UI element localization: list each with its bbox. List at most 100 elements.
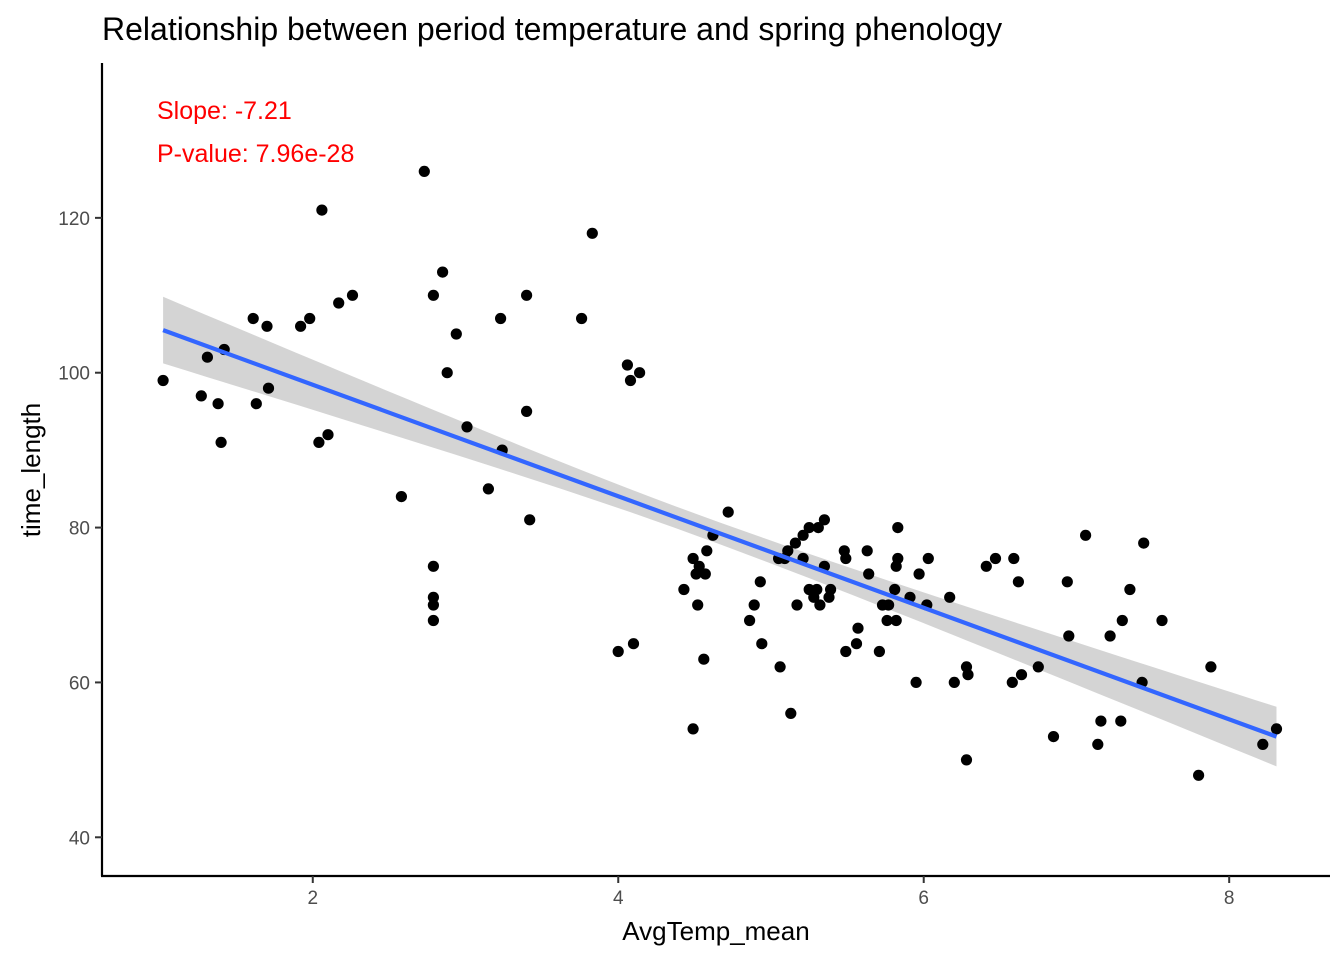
- data-point: [322, 429, 334, 441]
- data-point: [316, 204, 328, 216]
- data-point: [883, 599, 895, 611]
- data-point: [1104, 630, 1116, 642]
- data-point: [782, 545, 794, 557]
- data-point: [811, 583, 823, 596]
- data-point: [825, 583, 837, 596]
- data-point: [890, 614, 902, 627]
- data-point: [892, 522, 904, 534]
- data-point: [450, 328, 462, 340]
- data-point: [427, 560, 439, 572]
- data-point: [1063, 630, 1075, 642]
- data-point: [247, 312, 259, 325]
- data-point: [754, 576, 766, 588]
- data-point: [624, 374, 637, 387]
- points-layer: [157, 165, 1283, 781]
- data-point: [678, 583, 690, 596]
- data-point: [701, 545, 713, 557]
- data-point: [1193, 769, 1205, 781]
- data-point: [621, 359, 634, 371]
- data-point: [756, 638, 768, 650]
- data-point: [1061, 576, 1073, 588]
- data-point: [262, 382, 275, 394]
- data-point: [1115, 715, 1127, 727]
- data-point: [157, 374, 169, 387]
- data-point: [814, 599, 826, 611]
- data-point: [521, 405, 533, 417]
- x-axis-ticks: 2 4 6 8: [307, 876, 1234, 909]
- data-point: [346, 289, 359, 301]
- data-point: [693, 560, 705, 572]
- data-point: [1012, 576, 1024, 588]
- p-value-annotation: P-value: 7.96e-28: [157, 140, 354, 168]
- data-point: [1205, 661, 1217, 673]
- y-axis-ticks: 40 60 80 100 120: [58, 209, 102, 849]
- data-point: [427, 599, 439, 611]
- data-point: [873, 645, 886, 658]
- data-point: [250, 398, 262, 410]
- data-point: [812, 522, 824, 534]
- data-point: [889, 583, 901, 596]
- data-point: [1270, 723, 1283, 735]
- data-point: [215, 436, 227, 448]
- data-point: [521, 289, 533, 301]
- data-point: [687, 552, 699, 565]
- data-point: [261, 320, 273, 332]
- data-point: [840, 552, 852, 565]
- data-point: [803, 522, 815, 534]
- data-point: [910, 676, 922, 689]
- x-axis-title: AvgTemp_mean: [622, 916, 809, 946]
- data-point: [427, 591, 439, 603]
- regression-line: [162, 328, 1278, 739]
- data-point: [722, 506, 734, 518]
- data-point: [612, 645, 624, 658]
- data-point: [785, 707, 797, 720]
- x-tick-label: 4: [613, 888, 624, 909]
- data-point: [892, 552, 904, 565]
- data-point: [1092, 738, 1104, 751]
- x-tick-label: 8: [1224, 888, 1235, 909]
- y-tick-label: 40: [69, 828, 90, 849]
- data-point: [441, 367, 453, 379]
- y-axis-title: time_length: [16, 403, 46, 537]
- data-point: [427, 614, 439, 627]
- x-tick-label: 6: [918, 888, 929, 909]
- data-point: [774, 661, 786, 673]
- data-point: [1047, 731, 1060, 743]
- data-point: [989, 552, 1002, 565]
- data-point: [195, 390, 207, 402]
- data-point: [524, 514, 536, 526]
- data-point: [212, 398, 224, 410]
- data-point: [1257, 738, 1269, 751]
- data-point: [418, 165, 430, 177]
- data-point: [818, 514, 831, 526]
- y-tick-label: 80: [69, 519, 90, 540]
- data-point: [852, 622, 864, 634]
- data-point: [698, 653, 710, 665]
- data-point: [627, 638, 640, 650]
- data-point: [922, 552, 934, 565]
- data-point: [699, 568, 711, 580]
- x-tick-label: 2: [307, 888, 318, 909]
- data-point: [881, 614, 893, 627]
- data-point: [962, 669, 974, 681]
- data-point: [748, 599, 760, 611]
- data-point: [586, 227, 598, 239]
- data-point: [863, 568, 875, 580]
- data-point: [944, 591, 956, 603]
- data-point: [1138, 537, 1150, 549]
- chart-title: Relationship between period temperature …: [102, 11, 1002, 47]
- data-point: [913, 568, 925, 580]
- data-point: [687, 723, 699, 735]
- data-point: [980, 560, 992, 572]
- data-point: [304, 312, 316, 325]
- data-point: [1116, 614, 1128, 627]
- data-point: [948, 676, 960, 689]
- data-point: [1032, 661, 1044, 673]
- data-point: [576, 312, 588, 325]
- fit-line-layer: [162, 328, 1278, 739]
- data-point: [1124, 583, 1136, 596]
- data-point: [437, 266, 449, 278]
- data-point: [461, 421, 473, 433]
- y-tick-label: 60: [69, 673, 90, 694]
